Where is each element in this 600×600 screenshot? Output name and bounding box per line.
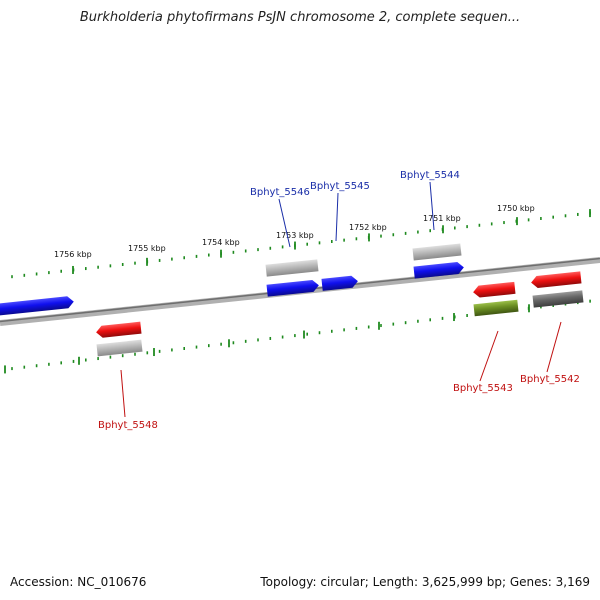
tick-label: 1756 kbp bbox=[54, 250, 92, 259]
gene-label-leader bbox=[278, 198, 291, 248]
gene-label-leader bbox=[546, 321, 562, 373]
gene-feature-5548 bbox=[96, 321, 142, 338]
map-title: Burkholderia phytofirmans PsJN chromosom… bbox=[79, 10, 521, 25]
outer-tick-track bbox=[11, 209, 591, 279]
gene-feature-5546 bbox=[266, 279, 319, 297]
gene-feature-5543 bbox=[473, 281, 516, 298]
tick-label: 1755 kbp bbox=[128, 244, 166, 253]
tick-label: 1753 kbp bbox=[276, 231, 314, 240]
tick-label: 1751 kbp bbox=[423, 214, 461, 223]
gene-feature-5542 bbox=[531, 271, 582, 288]
tick-label: 1750 kbp bbox=[497, 204, 535, 213]
gene-feature-5542-rna bbox=[532, 290, 584, 308]
gene-label: Bphyt_5548 bbox=[98, 420, 158, 431]
gene-feature-5544-rna bbox=[412, 243, 462, 261]
gene-label: Bphyt_5543 bbox=[453, 383, 513, 394]
tick-label: 1754 kbp bbox=[202, 238, 240, 247]
gene-feature-5546-rna bbox=[265, 259, 319, 277]
inner-tick-track bbox=[4, 299, 591, 374]
gene-label-leader bbox=[479, 330, 499, 382]
gene-feature-left-edge bbox=[0, 296, 74, 317]
gene-feature-5545 bbox=[321, 275, 358, 291]
topology-summary: Topology: circular; Length: 3,625,999 bp… bbox=[260, 575, 590, 589]
gene-label: Bphyt_5545 bbox=[310, 181, 370, 192]
tick-label: 1752 kbp bbox=[349, 223, 387, 232]
gene-label: Bphyt_5546 bbox=[250, 187, 310, 198]
gene-label: Bphyt_5542 bbox=[520, 374, 580, 385]
gene-feature-5544 bbox=[413, 262, 464, 279]
accession-text: Accession: NC_010676 bbox=[10, 575, 147, 589]
gene-label-leader bbox=[429, 181, 435, 231]
gene-label-leader bbox=[120, 369, 126, 418]
gene-feature-5548-rna bbox=[96, 339, 143, 357]
gene-label-leader bbox=[335, 192, 339, 242]
gene-feature-5543-rna bbox=[473, 299, 519, 317]
gene-label: Bphyt_5544 bbox=[400, 170, 460, 181]
